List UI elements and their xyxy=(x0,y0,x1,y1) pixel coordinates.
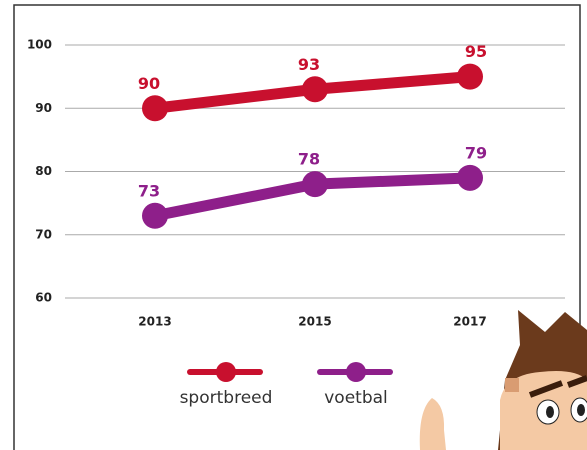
x-tick-label: 2017 xyxy=(453,315,486,329)
y-tick-label: 60 xyxy=(35,291,52,305)
data-point xyxy=(302,171,328,197)
value-label: 93 xyxy=(298,55,320,74)
legend-dot xyxy=(216,362,236,382)
legend-label: voetbal xyxy=(324,388,388,408)
y-tick-label: 70 xyxy=(35,227,52,241)
plot: 60 70 80 90 100 2013 2015 2017 90 93 95 sportbreed 7… xyxy=(27,38,565,409)
y-tick-label: 90 xyxy=(35,101,52,115)
value-label: 73 xyxy=(138,181,160,200)
data-point xyxy=(142,203,168,229)
legend-label: sportbreed xyxy=(180,388,273,408)
data-point xyxy=(142,95,168,121)
y-tick-label: 80 xyxy=(35,164,52,178)
value-label: 79 xyxy=(465,143,487,162)
data-point xyxy=(302,76,328,102)
value-label: 95 xyxy=(465,42,487,61)
data-point xyxy=(457,165,483,191)
page: 60 70 80 90 100 2013 2015 2017 90 93 95 sportbreed 7… xyxy=(0,0,587,450)
x-tick-label: 2015 xyxy=(298,315,331,329)
y-tick-label: 100 xyxy=(27,38,52,52)
data-point xyxy=(457,64,483,90)
chart: 60 70 80 90 100 2013 2015 2017 90 93 95 sportbreed 7… xyxy=(0,0,587,450)
x-tick-label: 2013 xyxy=(138,315,171,329)
cartoon xyxy=(420,310,587,450)
value-label: 90 xyxy=(138,74,160,93)
legend-dot xyxy=(346,362,366,382)
value-label: 78 xyxy=(298,150,320,169)
